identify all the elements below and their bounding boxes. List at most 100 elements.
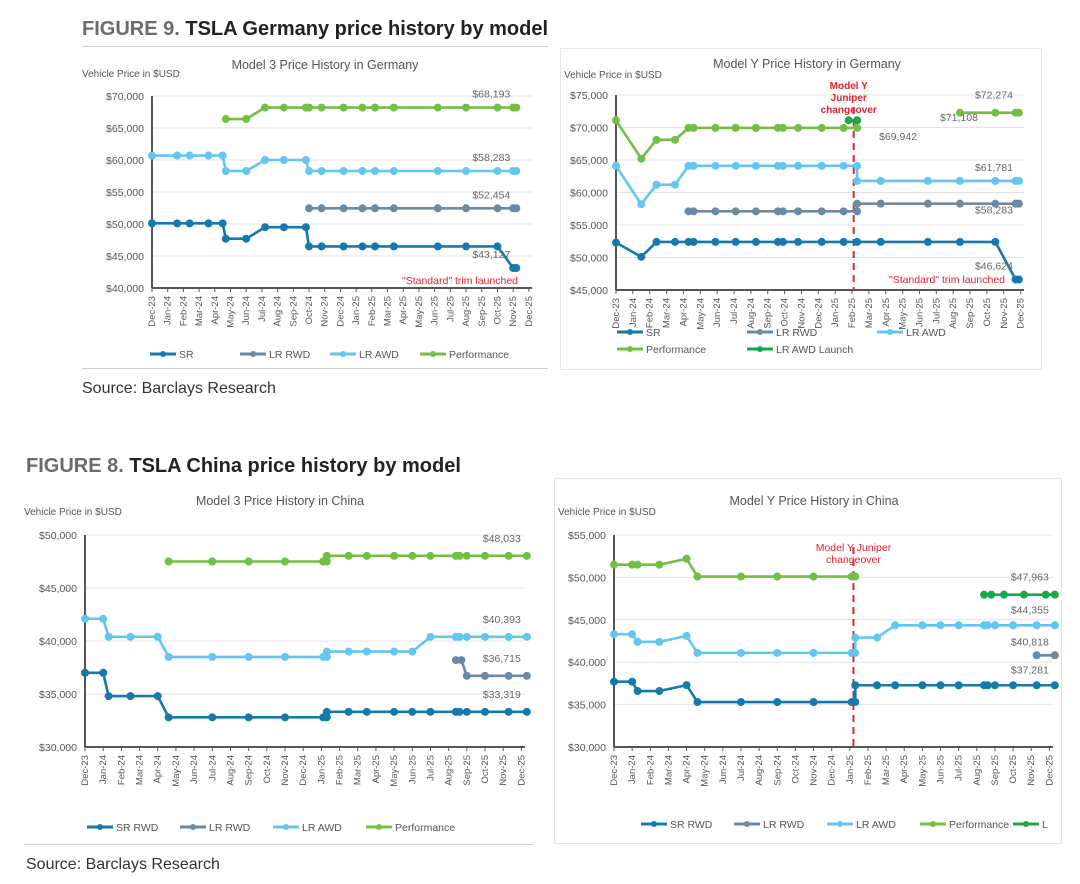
data-point xyxy=(1009,621,1018,630)
x-tick-label: May-25 xyxy=(917,755,928,787)
data-point xyxy=(504,551,513,560)
x-tick-label: Dec-23 xyxy=(80,755,91,786)
data-point xyxy=(126,632,135,641)
data-point xyxy=(244,652,253,661)
data-point xyxy=(809,648,818,657)
series-line-lr-awd xyxy=(614,623,1055,655)
x-tick-label: Aug-25 xyxy=(948,298,959,329)
data-point xyxy=(876,237,885,246)
annotation-text: "Standard" trim launched xyxy=(889,274,1005,286)
x-tick-label: Jan-25 xyxy=(845,755,856,784)
data-point xyxy=(362,647,371,656)
data-point xyxy=(426,707,435,716)
data-point xyxy=(99,668,108,677)
data-point xyxy=(279,156,288,164)
legend-marker xyxy=(930,821,936,827)
x-tick-label: Dec-23 xyxy=(609,755,620,786)
data-point xyxy=(1019,590,1028,599)
x-tick-label: Jul-24 xyxy=(207,755,218,781)
x-tick-label: Aug-24 xyxy=(225,755,236,786)
data-point xyxy=(185,151,194,160)
data-point xyxy=(305,103,314,112)
data-point xyxy=(358,242,367,251)
legend-item: LR RWD xyxy=(240,349,311,361)
x-tick-label: Apr-25 xyxy=(899,755,910,784)
data-point xyxy=(305,166,314,175)
data-point xyxy=(462,671,471,680)
data-point xyxy=(844,116,853,125)
data-point xyxy=(987,590,996,599)
data-point xyxy=(344,707,353,716)
x-tick-label: Feb-25 xyxy=(847,298,858,328)
data-point xyxy=(936,681,945,690)
figure-9-bottom-rule xyxy=(82,368,548,369)
data-point xyxy=(689,207,698,216)
x-tick-label: Oct-24 xyxy=(790,755,801,784)
x-tick-label: Nov-24 xyxy=(320,296,331,327)
data-point xyxy=(693,572,702,581)
data-point xyxy=(208,713,217,722)
x-tick-label: Dec-24 xyxy=(335,296,346,327)
data-point xyxy=(148,219,156,228)
data-point xyxy=(853,207,862,216)
data-point xyxy=(281,557,289,566)
data-point xyxy=(208,557,217,566)
data-point xyxy=(242,234,251,243)
data-point xyxy=(512,166,521,175)
x-tick-label: Apr-24 xyxy=(678,298,689,327)
data-point xyxy=(344,647,353,656)
data-point xyxy=(751,237,760,246)
legend-label: Performance xyxy=(646,344,706,356)
data-point xyxy=(876,176,885,185)
x-tick-label: Sep-25 xyxy=(477,296,488,327)
x-tick-label: Jul-24 xyxy=(729,298,740,324)
end-value-label: $58,283 xyxy=(472,152,510,164)
end-value-label: $33,319 xyxy=(483,689,521,701)
x-tick-label: Jun-25 xyxy=(936,755,947,784)
figure-9-rule xyxy=(82,46,548,47)
data-point xyxy=(891,621,900,630)
data-point xyxy=(1050,681,1059,690)
y-tick-label: $35,000 xyxy=(39,689,77,701)
data-point xyxy=(633,637,642,646)
data-point xyxy=(462,204,471,213)
x-tick-label: Apr-24 xyxy=(682,755,693,784)
legend-label: LR RWD xyxy=(269,349,311,361)
data-point xyxy=(462,103,471,112)
chart-panel-border xyxy=(560,48,1042,370)
annotation-text: Model Y xyxy=(830,81,868,92)
data-point xyxy=(426,551,435,560)
x-tick-label: Oct-24 xyxy=(304,296,315,325)
legend-label: L xyxy=(1042,819,1048,831)
data-point xyxy=(455,632,464,641)
data-point xyxy=(433,204,442,213)
data-point xyxy=(671,180,680,189)
data-point xyxy=(610,560,618,569)
y-tick-label: $60,000 xyxy=(570,188,608,200)
data-point xyxy=(689,237,698,246)
data-point xyxy=(809,698,818,707)
data-point xyxy=(918,681,927,690)
legend-marker xyxy=(250,351,256,357)
end-value-label: $58,283 xyxy=(975,205,1013,217)
y-tick-label: $45,000 xyxy=(568,615,606,627)
legend-marker xyxy=(97,824,103,830)
legend-marker xyxy=(190,824,196,830)
data-point xyxy=(794,237,803,246)
x-tick-label: Oct-25 xyxy=(1008,755,1019,784)
x-tick-label: Dec-25 xyxy=(516,755,527,786)
data-point xyxy=(504,632,513,641)
data-point xyxy=(339,103,348,112)
data-point xyxy=(1014,108,1023,117)
legend-marker xyxy=(376,824,382,830)
data-point xyxy=(1032,681,1041,690)
data-point xyxy=(1009,681,1018,690)
y-tick-label: $65,000 xyxy=(106,123,144,135)
x-tick-label: Jun-25 xyxy=(914,298,925,327)
data-point xyxy=(322,713,331,722)
x-tick-label: Jan-24 xyxy=(628,298,639,327)
data-point xyxy=(839,123,848,132)
chart-modely-germany: Model Y Price History in Germany Vehicle … xyxy=(564,57,1027,356)
data-point xyxy=(173,151,182,160)
figure-8-bottom-rule xyxy=(24,844,534,845)
